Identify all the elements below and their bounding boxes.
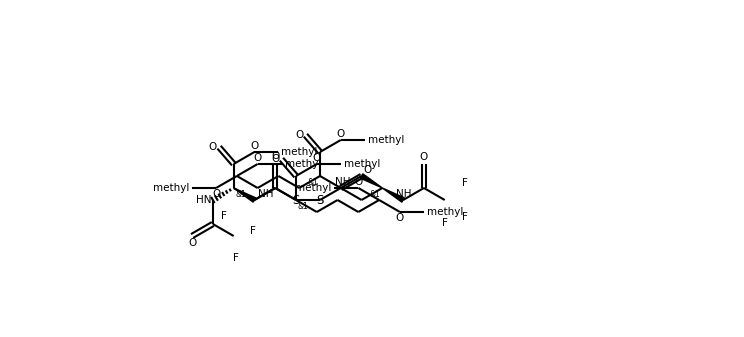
Text: HN: HN: [196, 195, 212, 205]
Text: F: F: [250, 226, 256, 236]
Text: O: O: [209, 142, 217, 152]
Text: methyl: methyl: [281, 147, 318, 157]
Polygon shape: [382, 188, 405, 202]
Text: O: O: [312, 153, 321, 163]
Text: O: O: [295, 130, 304, 140]
Text: &1: &1: [298, 202, 309, 211]
Text: methyl: methyl: [368, 135, 404, 145]
Text: O: O: [420, 152, 428, 162]
Text: O: O: [254, 153, 262, 163]
Text: methyl: methyl: [153, 183, 189, 193]
Text: methyl: methyl: [344, 159, 380, 169]
Text: O: O: [271, 151, 279, 161]
Text: S: S: [316, 193, 324, 207]
Text: O: O: [212, 189, 220, 199]
Text: F: F: [462, 212, 468, 222]
Polygon shape: [234, 188, 256, 202]
Text: NH: NH: [335, 177, 350, 187]
Text: O: O: [336, 129, 345, 139]
Text: O: O: [272, 154, 280, 164]
Text: O: O: [354, 177, 362, 187]
Polygon shape: [360, 174, 382, 188]
Text: S: S: [292, 193, 300, 207]
Text: O: O: [250, 141, 259, 151]
Text: F: F: [221, 211, 227, 221]
Text: F: F: [233, 253, 239, 263]
Text: methyl: methyl: [285, 159, 321, 169]
Text: O: O: [396, 213, 404, 223]
Text: &1: &1: [370, 190, 380, 199]
Text: &1: &1: [307, 178, 318, 187]
Text: methyl: methyl: [427, 207, 464, 217]
Text: &1: &1: [236, 190, 246, 199]
Text: F: F: [462, 178, 468, 188]
Text: NH: NH: [258, 189, 274, 199]
Text: F: F: [442, 218, 448, 228]
Text: O: O: [364, 165, 372, 175]
Text: methyl: methyl: [295, 183, 331, 193]
Text: NH: NH: [396, 189, 411, 199]
Text: O: O: [188, 238, 196, 248]
